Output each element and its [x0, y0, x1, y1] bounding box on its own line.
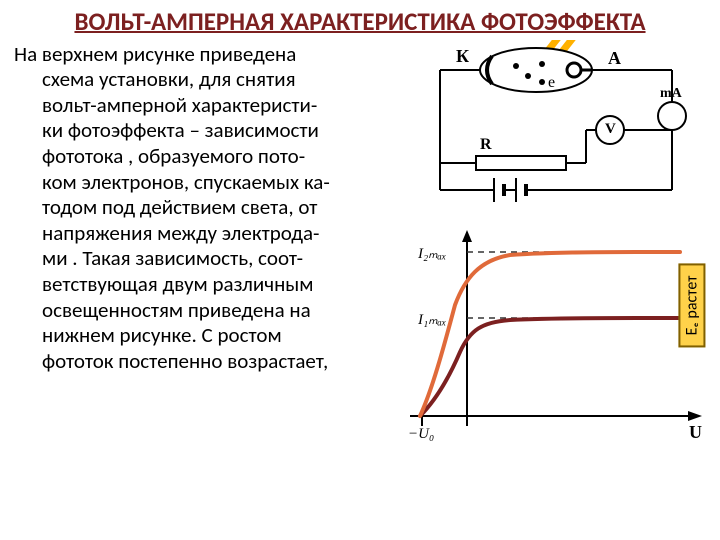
label-e: e — [548, 74, 555, 92]
ytick-i1max: I₁ₘₐₓ — [418, 310, 446, 329]
label-K: К — [456, 46, 469, 67]
label-V: V — [605, 121, 616, 138]
ytick-i2max: I₂ₘₐₓ — [418, 244, 446, 263]
xtick-neg-u0: −U₀ — [408, 426, 434, 443]
label-R: R — [480, 136, 492, 154]
circuit-svg — [416, 40, 696, 225]
content-area: На верхнем рисунке приведена схема устан… — [0, 38, 720, 385]
label-mA: mA — [660, 86, 682, 102]
chart-svg — [410, 230, 710, 460]
page-title: ВОЛЬТ-АМПЕРНАЯ ХАРАКТЕРИСТИКА ФОТОЭФФЕКТ… — [0, 0, 720, 38]
label-A: А — [608, 48, 621, 69]
x-axis-label: U — [689, 422, 702, 443]
circuit-diagram: К А e V mA R — [416, 40, 696, 225]
note-e-grows: Eₑ растет — [679, 263, 706, 347]
iv-chart: I₂ₘₐₓ I₁ₘₐₓ −U₀ U Eₑ растет — [410, 230, 710, 460]
